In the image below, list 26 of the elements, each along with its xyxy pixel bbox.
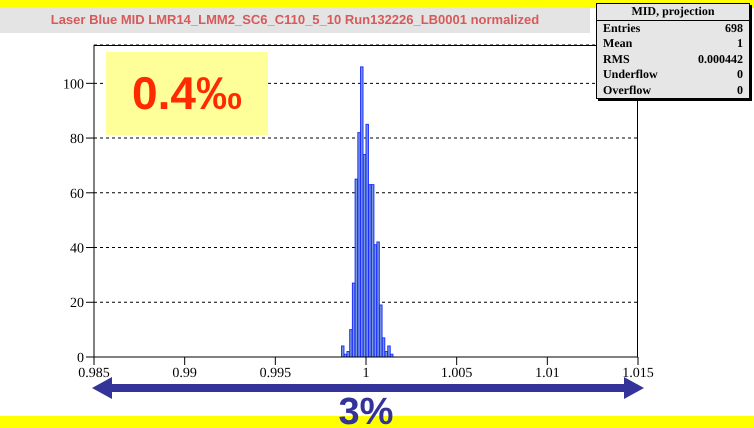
x-tick-label: 0.99 — [172, 366, 197, 381]
text: 0.000442 — [698, 52, 743, 67]
x-tick-label: 1.005 — [440, 366, 472, 381]
text: Entries — [603, 20, 640, 36]
y-tick-label: 40 — [70, 241, 84, 256]
y-tick-label: 60 — [70, 186, 84, 202]
x-tick-label: 1.01 — [535, 366, 560, 381]
text: 1 — [737, 36, 743, 52]
annotation: Mean — [603, 36, 632, 52]
text: 698 — [725, 20, 743, 36]
annotation: RMS — [603, 52, 630, 67]
x-tick-label: 0.985 — [78, 366, 110, 381]
x-tick-label: 1.015 — [622, 366, 654, 381]
annotation: Overflow — [603, 82, 651, 98]
annotation: Underflow — [603, 67, 658, 82]
y-tick-label: 100 — [63, 77, 84, 92]
x-tick-label: 1 — [362, 366, 370, 381]
annotation: 0.4‰ — [106, 52, 268, 135]
y-tick-label: 80 — [70, 132, 84, 148]
text: 0 — [737, 82, 743, 98]
x-tick-label: 0.995 — [260, 366, 292, 381]
chart-title: Laser Blue MID LMR14_LMM2_SC6_C110_5_10 Run132226_LB0001 normalized — [0, 7, 590, 33]
y-tick-label: 20 — [70, 296, 84, 312]
text: 0 — [737, 67, 743, 82]
y-tick-label: 0 — [77, 350, 84, 366]
text: MID, projection — [597, 4, 749, 20]
